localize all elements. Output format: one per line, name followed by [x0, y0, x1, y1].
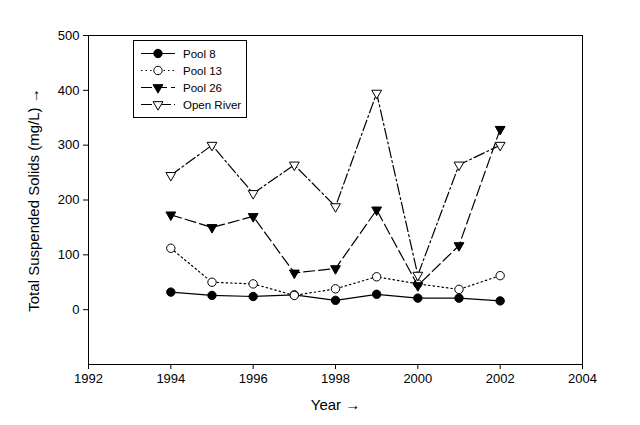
- svg-text:500: 500: [58, 28, 80, 43]
- svg-text:1994: 1994: [156, 371, 185, 386]
- svg-text:Pool 26: Pool 26: [183, 82, 222, 94]
- svg-text:200: 200: [58, 192, 80, 207]
- svg-text:Total Suspended Solids (mg/L): Total Suspended Solids (mg/L) →: [25, 88, 42, 311]
- svg-text:0: 0: [72, 302, 79, 317]
- svg-text:100: 100: [58, 247, 80, 262]
- svg-text:1992: 1992: [74, 371, 103, 386]
- svg-text:400: 400: [58, 82, 80, 97]
- svg-text:Open River: Open River: [183, 99, 241, 111]
- svg-text:2004: 2004: [568, 371, 597, 386]
- svg-text:1996: 1996: [239, 371, 268, 386]
- svg-text:2000: 2000: [403, 371, 432, 386]
- svg-text:Year →: Year →: [311, 396, 360, 413]
- svg-text:300: 300: [58, 137, 80, 152]
- svg-text:1998: 1998: [321, 371, 350, 386]
- svg-text:Pool 13: Pool 13: [183, 65, 222, 77]
- svg-text:2002: 2002: [486, 371, 515, 386]
- svg-text:Pool 8: Pool 8: [183, 48, 216, 60]
